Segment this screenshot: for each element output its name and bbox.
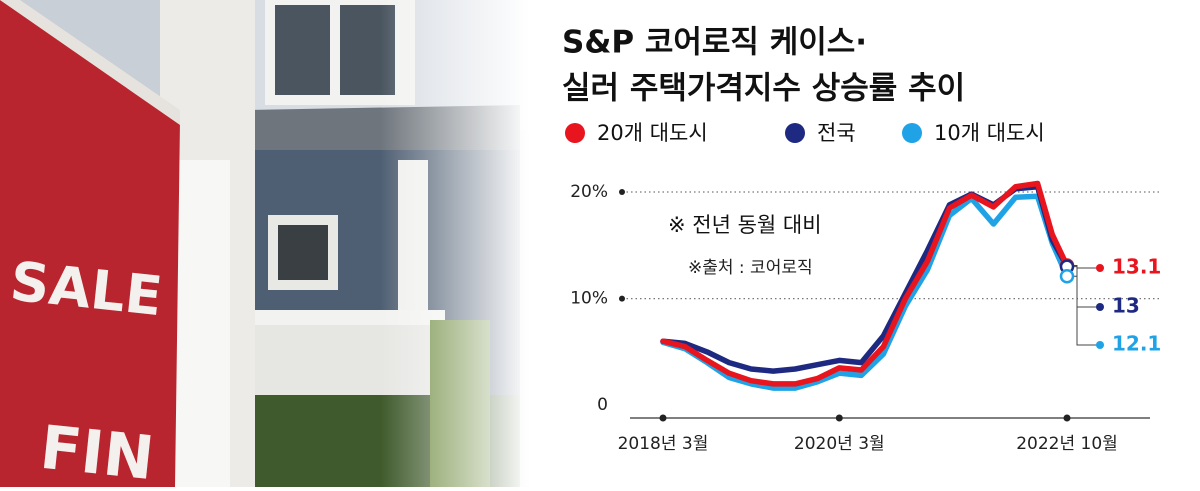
chart-title: S&P 코어로직 케이스· [562,25,867,61]
value-label: 12.1 [1112,332,1161,356]
y-tick-label: 0 [597,395,608,415]
y-tick-label: 10% [570,289,608,309]
x-tick [835,414,843,422]
chart: 0 10% 20% 2018년 3월 2020년 3월 2022년 10월 20개 대도시 전… [565,121,1161,454]
annotation: ※ 전년 동월 대비 [668,213,822,237]
grid-dot [619,188,625,195]
label-dot [1096,341,1104,349]
series-line [660,180,1070,387]
end-point [1059,268,1075,284]
series-line [660,193,1070,391]
legend-swatch [785,123,805,143]
annotation: ※출처 : 코어로직 [688,258,813,278]
x-tick-label: 2018년 3월 [618,434,709,454]
value-label: 13.1 [1112,255,1161,279]
sign-text: FIN [37,413,157,487]
x-tick [659,414,667,422]
x-tick-label: 2020년 3월 [794,434,885,454]
y-tick-label: 20% [570,182,608,202]
label-dot [1096,264,1104,272]
legend-swatch [565,123,585,143]
photo: SALE FIN [0,0,530,491]
x-tick-label: 2022년 10월 [1016,434,1118,454]
connector [1067,275,1100,346]
legend-label: 20개 대도시 [597,121,708,145]
chart-title: 실러 주택가격지수 상승률 추이 [562,71,965,107]
value-label: 13 [1112,294,1140,318]
legend-label: 10개 대도시 [934,121,1045,145]
grid-dot [619,295,625,302]
label-dot [1096,303,1104,311]
x-tick [1063,414,1071,422]
legend-swatch [902,123,922,143]
legend-label: 전국 [817,121,856,145]
